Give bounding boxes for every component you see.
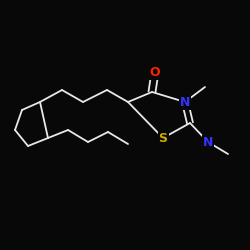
Text: O: O: [150, 66, 160, 78]
Text: N: N: [203, 136, 213, 148]
Text: N: N: [180, 96, 190, 108]
Text: S: S: [158, 132, 168, 144]
